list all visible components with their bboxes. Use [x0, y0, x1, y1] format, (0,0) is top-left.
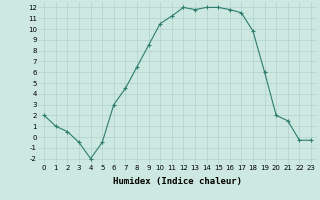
X-axis label: Humidex (Indice chaleur): Humidex (Indice chaleur): [113, 177, 242, 186]
